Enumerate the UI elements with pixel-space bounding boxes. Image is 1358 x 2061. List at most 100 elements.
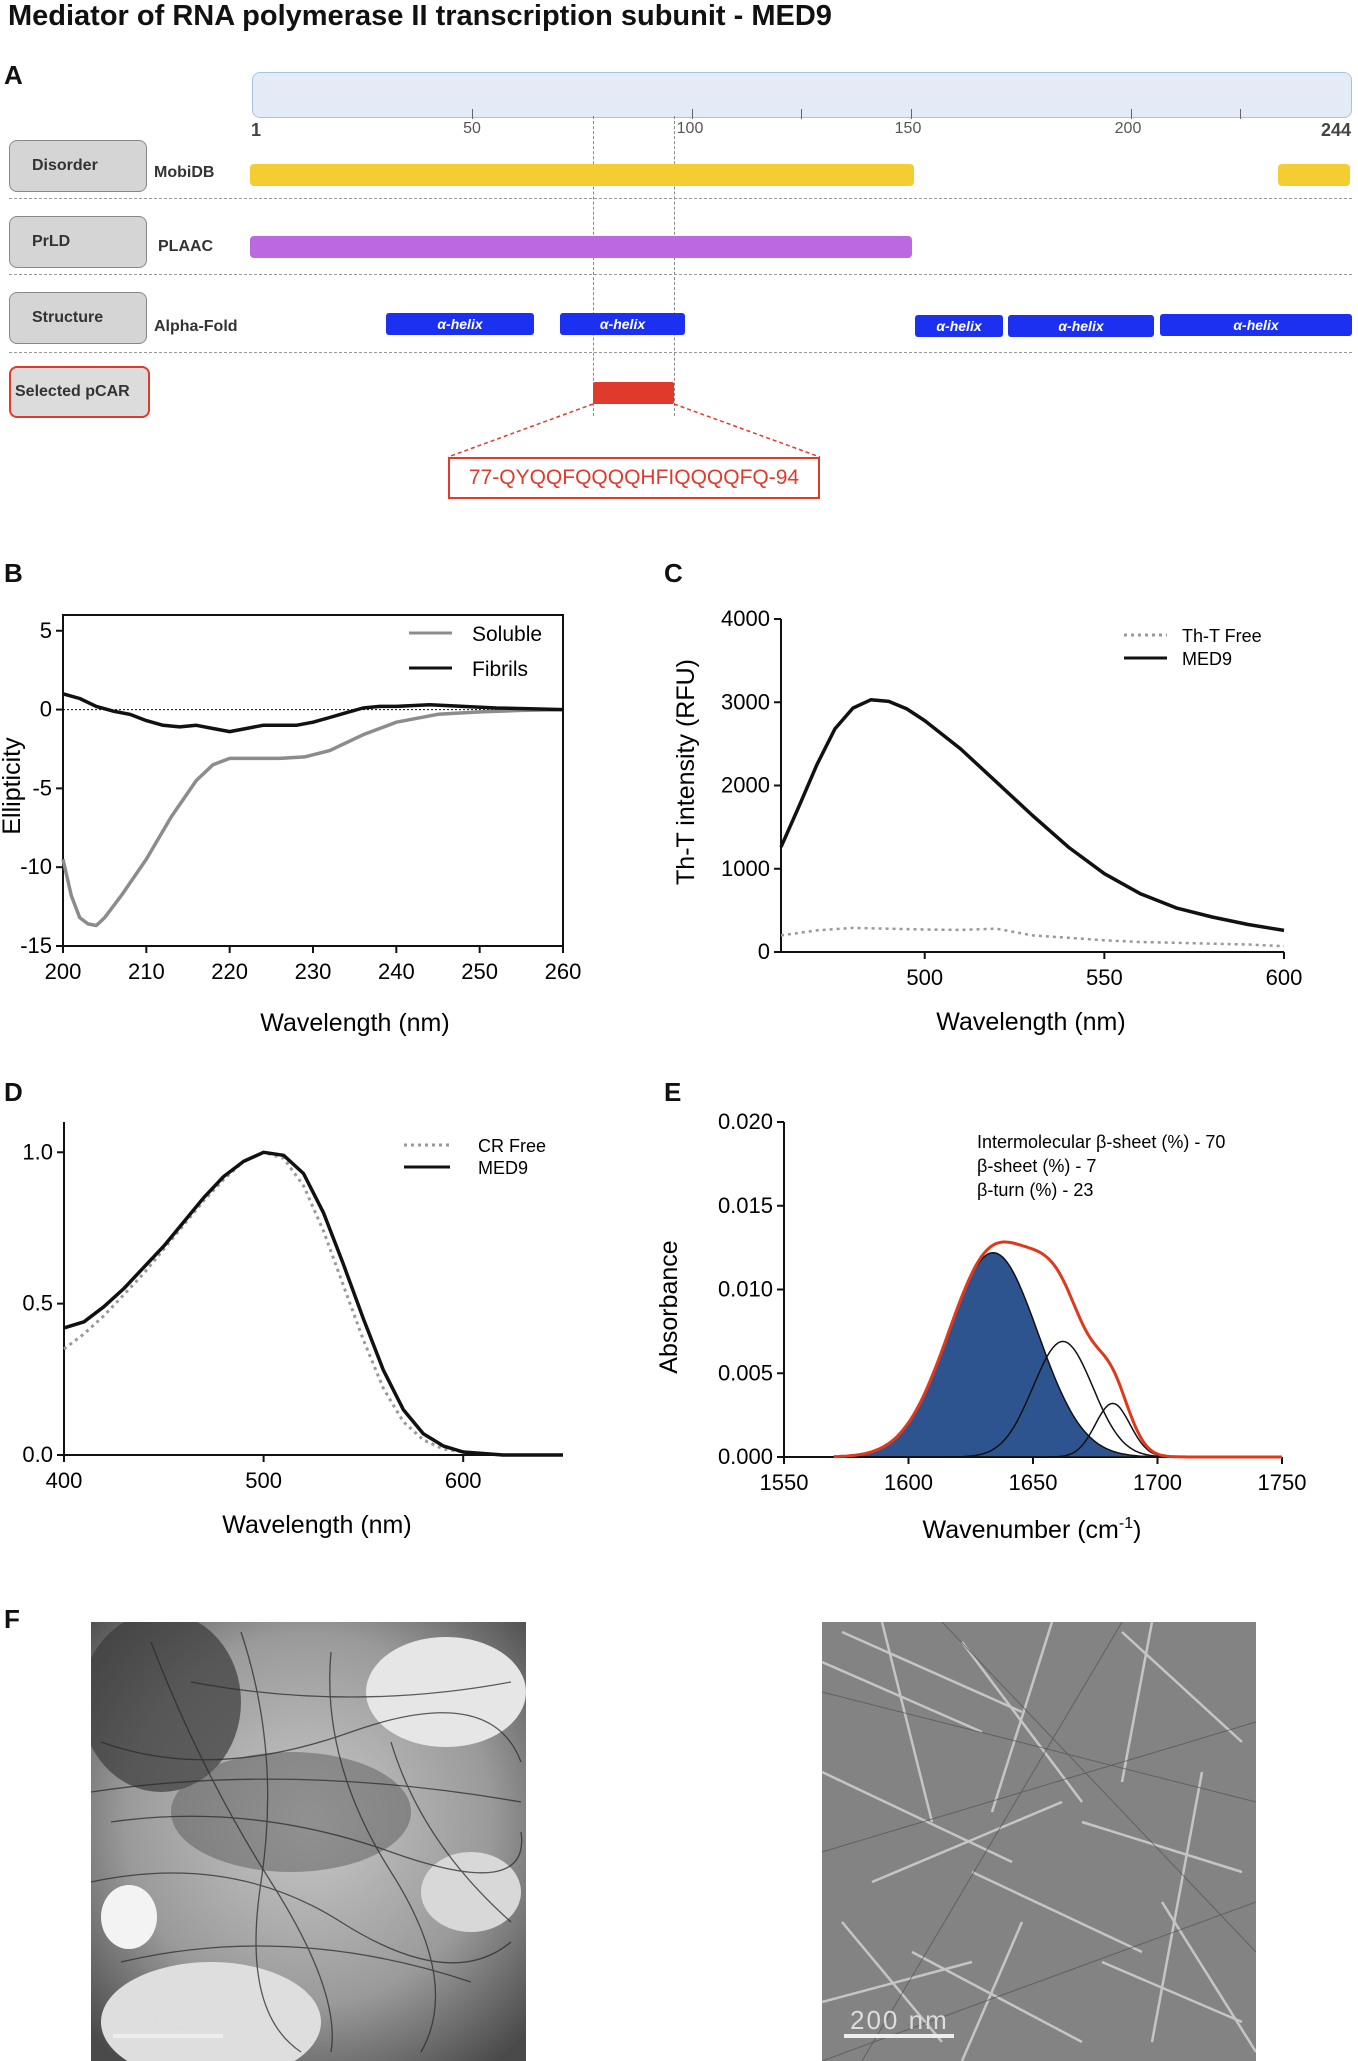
tem-micrograph-right: 200 nm — [822, 1622, 1256, 2061]
fibril-network-image — [91, 1622, 526, 2061]
helix-segment: α-helix — [1008, 315, 1154, 337]
row-label-disorder: Disorder — [9, 140, 147, 192]
row-divider — [9, 352, 1352, 353]
component-band-intermolecular-sheet — [833, 1251, 1282, 1458]
x-axis-label: Wavelength (nm) — [260, 1009, 449, 1037]
legend-label-med9: MED9 — [1182, 649, 1232, 669]
sequence-ruler — [252, 72, 1352, 119]
ftir-deconvolution-chart: 0.000 0.005 0.010 0.015 0.020 1550 1600 1650 170… — [655, 1110, 1307, 1544]
y-tick-label: 2000 — [721, 773, 770, 798]
x-axis-label: Wavelength (nm) — [936, 1008, 1125, 1036]
y-tick-label: 0 — [758, 939, 770, 964]
panel-label-a: A — [4, 60, 23, 90]
panel-label-e: E — [664, 1077, 682, 1107]
x-tick-label: 200 — [45, 959, 82, 984]
ruler-label: 50 — [463, 120, 481, 137]
x-tick-label: 230 — [295, 959, 332, 984]
region-guide-line — [593, 116, 594, 416]
panel-label-b: B — [4, 558, 23, 588]
helix-segment: α-helix — [915, 315, 1003, 337]
x-tick-label: 210 — [128, 959, 165, 984]
panel-label-c: C — [664, 558, 683, 588]
y-tick-label: -10 — [20, 854, 52, 879]
series-line-soluble — [61, 707, 564, 928]
annotation-intermolecular-beta-sheet: Intermolecular β-sheet (%) - 70 — [977, 1132, 1225, 1152]
helix-segment: α-helix — [1160, 314, 1352, 336]
congo-red-chart: 0.0 0.5 1.0 400 500 600 Wavelength (nm) CR Fr… — [22, 1122, 563, 1539]
tht-fluorescence-chart: 0 1000 2000 3000 4000 500 550 600 Wavelength (n… — [672, 606, 1303, 1036]
y-axis-label: Absorbance — [655, 1240, 683, 1373]
x-tick-label: 1650 — [1009, 1470, 1058, 1495]
ruler-tick — [911, 109, 912, 119]
envelope-curve — [833, 1240, 1282, 1459]
y-tick-label: 0.015 — [718, 1193, 773, 1218]
x-tick-label: 1750 — [1258, 1470, 1307, 1495]
scale-bar — [844, 2034, 954, 2038]
x-axis-label: Wavenumber (cm-1) — [923, 1515, 1142, 1544]
scale-bar-label: 0.5 μm — [119, 2005, 212, 2035]
tem-micrograph-left: 0.5 μm — [91, 1622, 526, 2061]
helix-segment: α-helix — [386, 313, 534, 335]
y-tick-label: -15 — [20, 933, 52, 958]
series-line-th-t-free — [780, 926, 1285, 948]
domain-map-panel: 1 50 100 150 200 244 Disorder MobiDB PrL… — [0, 60, 1358, 520]
x-tick-label: 250 — [461, 959, 498, 984]
row-source-prld: PLAAC — [158, 238, 214, 255]
x-tick-label: 400 — [46, 1468, 83, 1493]
row-label-structure: Structure — [9, 292, 147, 344]
legend-label-fibrils: Fibrils — [472, 658, 528, 681]
prld-region-bar — [250, 236, 912, 258]
disorder-region-bar — [250, 164, 914, 186]
annotation-beta-turn: β-turn (%) - 23 — [977, 1180, 1093, 1200]
y-tick-label: 0.005 — [718, 1360, 773, 1385]
x-tick-label: 500 — [245, 1468, 282, 1493]
y-tick-label: 0.010 — [718, 1277, 773, 1302]
ruler-tick — [1131, 109, 1132, 119]
y-tick-label: 0.000 — [718, 1444, 773, 1469]
y-tick-label: 5 — [40, 618, 52, 643]
x-tick-label: 1700 — [1133, 1470, 1182, 1495]
y-tick-label: 3000 — [721, 689, 770, 714]
panel-label-d: D — [4, 1077, 23, 1107]
row-label-prld: PrLD — [9, 216, 147, 268]
y-tick-label: 0.0 — [22, 1442, 53, 1467]
x-tick-label: 260 — [545, 959, 582, 984]
disorder-region-bar — [1278, 164, 1350, 186]
ruler-tick — [692, 109, 693, 119]
y-axis-label: Ellipticity — [0, 737, 26, 835]
figure-title: Mediator of RNA polymerase II transcript… — [8, 0, 832, 32]
legend-label-tht-free: Th-T Free — [1182, 626, 1262, 646]
pcar-sequence: 77-QYQQFQQQQHFIQQQQFQ-94 — [448, 457, 820, 499]
legend-label-soluble: Soluble — [472, 623, 542, 646]
x-axis-label: Wavelength (nm) — [222, 1511, 411, 1539]
scale-bar — [113, 2034, 223, 2038]
x-tick-label: 600 — [445, 1468, 482, 1493]
row-divider — [9, 274, 1352, 275]
x-tick-label: 1550 — [760, 1470, 809, 1495]
ruler-label-end: 244 — [1320, 120, 1352, 140]
x-tick-label: 1600 — [884, 1470, 933, 1495]
fibril-bundle-image — [822, 1622, 1256, 2061]
panel-label-f: F — [4, 1604, 20, 1634]
annotation-beta-sheet: β-sheet (%) - 7 — [977, 1156, 1096, 1176]
ruler-label-start: 1 — [250, 120, 262, 140]
ruler-label: 150 — [894, 120, 922, 137]
series-line-med9 — [779, 698, 1285, 933]
x-tick-label: 600 — [1266, 965, 1303, 990]
row-label-selected-pcar: Selected pCAR — [9, 366, 150, 418]
y-tick-label: -5 — [32, 775, 52, 800]
pcar-region-bar — [593, 382, 674, 404]
row-divider — [9, 198, 1352, 199]
y-axis-label: Th-T intensity (RFU) — [672, 659, 700, 885]
legend-label-cr-free: CR Free — [478, 1136, 546, 1156]
pcar-zoom-lines — [447, 403, 821, 458]
legend-label-med9: MED9 — [478, 1158, 528, 1178]
x-tick-label: 240 — [378, 959, 415, 984]
ruler-label: 200 — [1114, 120, 1142, 137]
row-source-disorder: MobiDB — [154, 164, 215, 181]
helix-segment: α-helix — [560, 313, 685, 335]
x-tick-label: 220 — [211, 959, 248, 984]
y-tick-label: 1.0 — [22, 1139, 53, 1164]
region-guide-line — [674, 116, 675, 416]
